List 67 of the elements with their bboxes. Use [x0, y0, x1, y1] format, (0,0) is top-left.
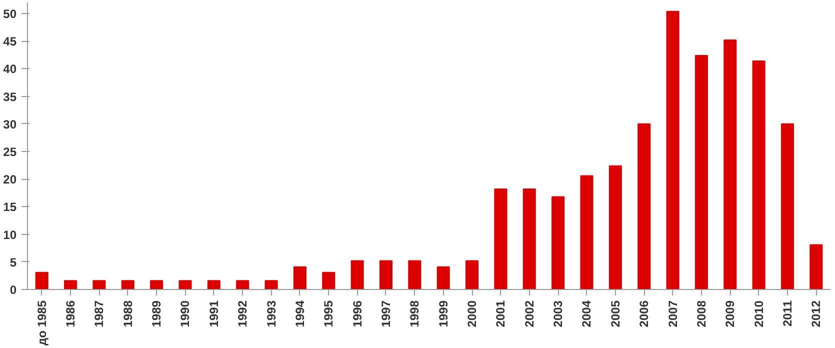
bar	[494, 188, 508, 290]
x-tick-label: 1995	[322, 300, 336, 328]
y-tick-label: 5	[10, 255, 17, 270]
x-tick-label: 2002	[522, 300, 536, 328]
y-tick-label: 45	[3, 34, 17, 49]
bar	[522, 188, 536, 290]
bar	[92, 280, 106, 290]
bar	[465, 260, 479, 290]
x-tick-label: 2011	[780, 300, 794, 327]
bar	[178, 280, 192, 290]
y-tick-label: 50	[3, 7, 17, 22]
x-tick-label: 2006	[637, 300, 652, 328]
bar	[236, 280, 250, 290]
y-tick-label: 30	[3, 117, 17, 132]
bar	[694, 54, 708, 290]
bar	[64, 280, 78, 290]
bar	[580, 175, 594, 290]
bar	[322, 272, 336, 290]
y-tick-label: 0	[10, 283, 17, 297]
x-tick-label: 2003	[551, 300, 566, 328]
bar	[350, 260, 364, 290]
x-tick-label: 1988	[120, 300, 135, 328]
x-tick-label: 2012	[809, 300, 824, 328]
bar	[121, 280, 134, 290]
x-tick-label: 1996	[350, 300, 364, 328]
bar	[436, 266, 450, 290]
bar	[724, 40, 737, 290]
bar	[752, 60, 766, 290]
y-tick-label: 15	[3, 200, 17, 214]
bar	[810, 244, 823, 290]
bar	[150, 280, 164, 290]
x-tick-label: 1992	[236, 300, 250, 328]
x-tick-label: 2009	[723, 300, 738, 328]
bar	[552, 196, 565, 290]
x-tick-label: 2010	[752, 300, 766, 328]
x-tick-label: до 1985	[34, 300, 49, 346]
x-tick-label: 1989	[150, 300, 164, 328]
x-tick-label: 2007	[666, 300, 680, 328]
x-tick-label: 1998	[408, 300, 422, 328]
bar	[293, 266, 306, 290]
x-tick-label: 2001	[494, 300, 508, 328]
x-tick-label: 1993	[264, 300, 278, 328]
x-tick-label: 1987	[92, 300, 106, 328]
bar	[207, 280, 220, 290]
x-tick-label: 1999	[436, 300, 450, 328]
bar	[638, 123, 651, 290]
x-tick-label: 1990	[178, 300, 192, 328]
y-tick-label: 10	[3, 228, 17, 242]
bar	[608, 165, 622, 290]
x-tick-label: 1986	[64, 300, 78, 328]
x-tick-label: 1994	[292, 300, 307, 328]
y-tick-label: 35	[3, 90, 17, 104]
bar	[264, 280, 278, 290]
y-tick-label: 20	[3, 172, 17, 187]
x-tick-label: 1997	[378, 300, 393, 328]
x-tick-label: 2005	[608, 300, 622, 328]
x-tick-label: 2008	[694, 300, 708, 328]
bar	[666, 10, 680, 290]
bar	[780, 123, 794, 290]
y-tick-label: 25	[3, 145, 17, 160]
bar	[35, 272, 48, 290]
y-tick-label: 40	[3, 62, 17, 76]
bar	[379, 260, 393, 290]
x-tick-label: 1991	[206, 300, 221, 328]
bar	[408, 260, 422, 290]
x-tick-label: 2000	[465, 300, 480, 328]
x-tick-label: 2004	[580, 300, 594, 328]
